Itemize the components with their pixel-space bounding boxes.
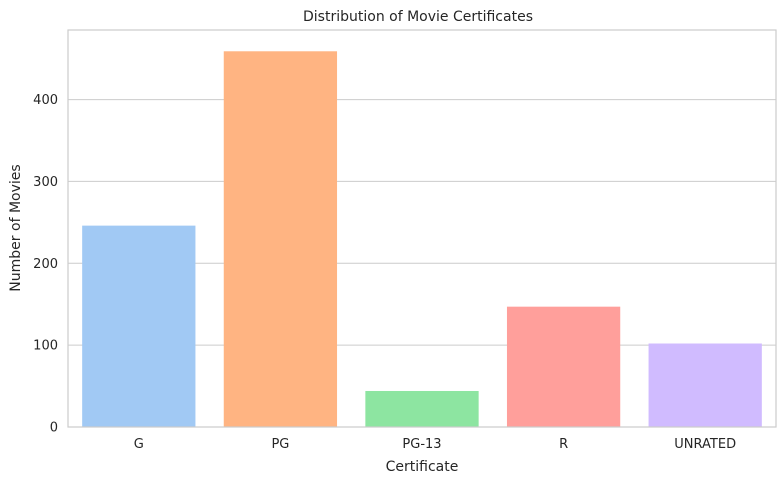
bar-pg-13	[365, 390, 479, 427]
y-tick-label: 400	[33, 93, 58, 108]
bar-g	[82, 225, 196, 427]
x-tick-label: UNRATED	[674, 437, 736, 452]
bars	[82, 51, 762, 428]
y-axis-label: Number of Movies	[8, 164, 24, 291]
y-tick-labels: 0 100 200 300 400	[33, 93, 58, 435]
x-tick-label: PG-13	[402, 437, 441, 452]
x-tick-label: PG	[271, 437, 289, 452]
x-tick-label: G	[134, 437, 144, 452]
x-tick-labels: G PG PG-13 R UNRATED	[134, 437, 736, 452]
y-tick-label: 300	[33, 175, 58, 190]
chart-title: Distribution of Movie Certificates	[303, 9, 533, 25]
y-tick-label: 200	[33, 257, 58, 272]
x-tick-label: R	[559, 437, 568, 452]
plot-frame	[67, 29, 777, 428]
bar-unrated	[648, 343, 762, 427]
bar-pg	[223, 51, 338, 428]
y-tick-label: 100	[33, 339, 58, 354]
y-tick-label: 0	[50, 421, 58, 436]
x-axis-label: Certificate	[386, 459, 459, 475]
bar-r	[506, 306, 621, 427]
